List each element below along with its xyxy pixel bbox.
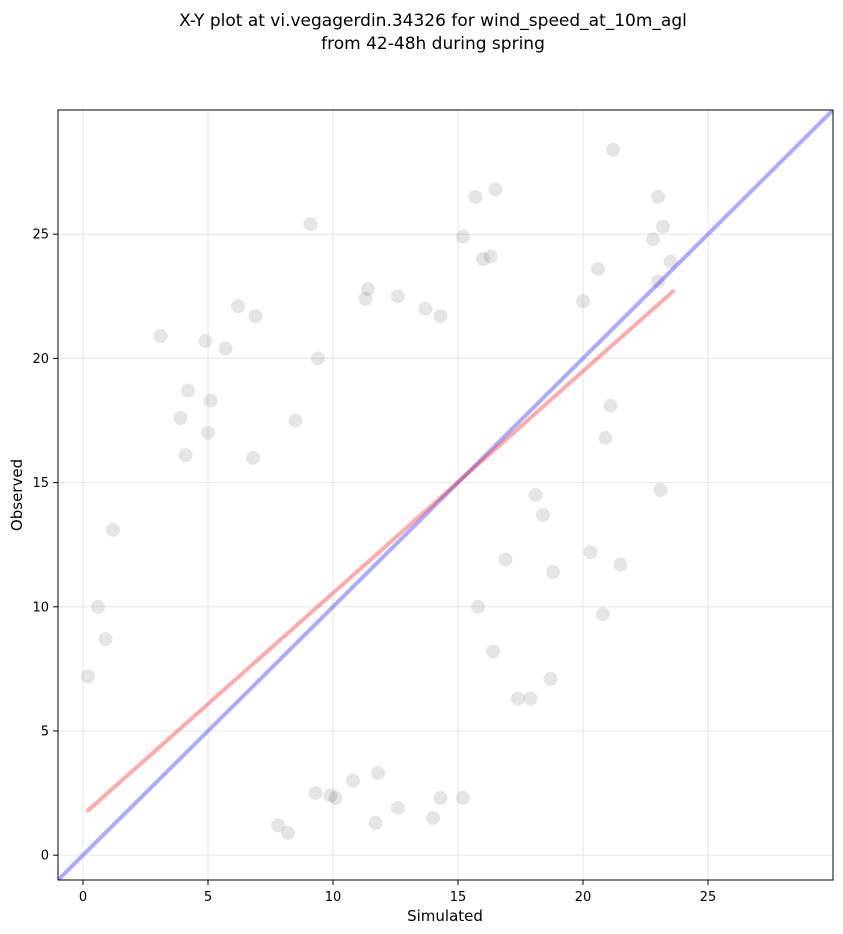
scatter-point <box>248 309 263 324</box>
scatter-point <box>271 818 285 833</box>
scatter-point <box>346 773 360 788</box>
scatter-point <box>486 644 500 659</box>
scatter-point <box>528 488 543 502</box>
y-tick-label: 5 <box>41 724 49 739</box>
scatter-point <box>178 448 193 463</box>
scatter-point <box>368 815 383 830</box>
scatter-point <box>198 334 213 348</box>
scatter-point <box>426 810 440 825</box>
scatter-point <box>311 351 325 366</box>
y-tick-label: 0 <box>41 849 49 864</box>
scatter-point <box>181 383 195 398</box>
y-tick-label: 10 <box>32 600 49 615</box>
scatter-point <box>358 291 373 306</box>
x-tick-label: 10 <box>325 890 342 905</box>
y-axis-label: Observed <box>8 459 26 531</box>
scatter-point <box>543 671 558 686</box>
y-axis: 0 5 10 15 20 25 <box>32 228 58 864</box>
scatter-point <box>371 766 385 781</box>
x-tick-label: 20 <box>575 890 592 905</box>
scatter-point <box>546 565 560 579</box>
scatter-point <box>468 189 483 204</box>
scatter-point <box>433 791 448 806</box>
scatter-point <box>361 281 375 296</box>
scatter-point <box>606 142 620 157</box>
y-tick-label: 20 <box>32 352 49 367</box>
plot-area <box>58 110 833 880</box>
scatter-point <box>651 274 665 289</box>
scatter-point <box>653 483 668 498</box>
scatter-point <box>218 341 233 356</box>
x-axis: 0 5 10 15 20 25 <box>79 880 716 905</box>
scatter-point <box>418 301 433 316</box>
scatter-point <box>456 791 470 806</box>
scatter-point <box>511 691 525 706</box>
identity-line <box>58 110 833 880</box>
scatter-point <box>173 411 188 425</box>
scatter-point <box>523 691 538 706</box>
scatter-point <box>483 249 498 264</box>
scatter-point <box>98 632 113 647</box>
scatter-point <box>391 289 405 304</box>
scatter-point <box>81 669 95 684</box>
scatter-point <box>281 825 295 840</box>
scatter-point <box>613 557 628 572</box>
scatter-point <box>596 607 610 622</box>
x-tick-label: 0 <box>79 890 87 905</box>
scatter-point <box>646 232 660 247</box>
scatter-point <box>651 189 665 204</box>
scatter-point <box>328 791 343 806</box>
scatter-point <box>663 254 678 269</box>
regression-line <box>86 289 675 813</box>
scatter-point <box>476 252 490 267</box>
scatter-point <box>288 413 303 428</box>
x-axis-label: Simulated <box>407 907 483 925</box>
scatter-point <box>488 182 503 197</box>
plot-frame <box>57 109 834 881</box>
scatter-point <box>498 552 513 567</box>
scatter-point <box>433 309 448 324</box>
scatter-point <box>536 507 550 522</box>
scatter-point <box>583 545 598 560</box>
scatter-point <box>471 599 485 614</box>
scatter-point <box>303 217 318 232</box>
x-tick-label: 15 <box>450 890 467 905</box>
scatter-point <box>246 450 260 465</box>
scatter-point <box>106 522 120 537</box>
grid-lines <box>58 110 833 880</box>
y-tick-label: 15 <box>32 476 49 491</box>
scatter-point <box>598 430 613 445</box>
scatter-point <box>231 299 245 314</box>
scatter-point <box>591 261 605 276</box>
scatter-point <box>308 786 323 801</box>
scatter-point <box>153 329 168 344</box>
scatter-point <box>203 393 218 408</box>
chart-title: X-Y plot at vi.vegagerdin.34326 for wind… <box>179 11 687 54</box>
scatter-point <box>456 229 470 244</box>
x-tick-label: 5 <box>204 890 212 905</box>
scatter-point <box>323 788 338 803</box>
y-tick-label: 25 <box>32 228 49 243</box>
scatter-point <box>656 219 670 234</box>
title-line-1: X-Y plot at vi.vegagerdin.34326 for wind… <box>179 11 687 31</box>
scatter-point <box>91 599 105 614</box>
x-tick-label: 25 <box>700 890 717 905</box>
scatter-point <box>201 425 215 440</box>
scatter-point <box>576 294 590 309</box>
scatter-point <box>391 800 405 815</box>
scatter-point <box>603 398 618 413</box>
title-line-2: from 42-48h during spring <box>321 34 545 54</box>
